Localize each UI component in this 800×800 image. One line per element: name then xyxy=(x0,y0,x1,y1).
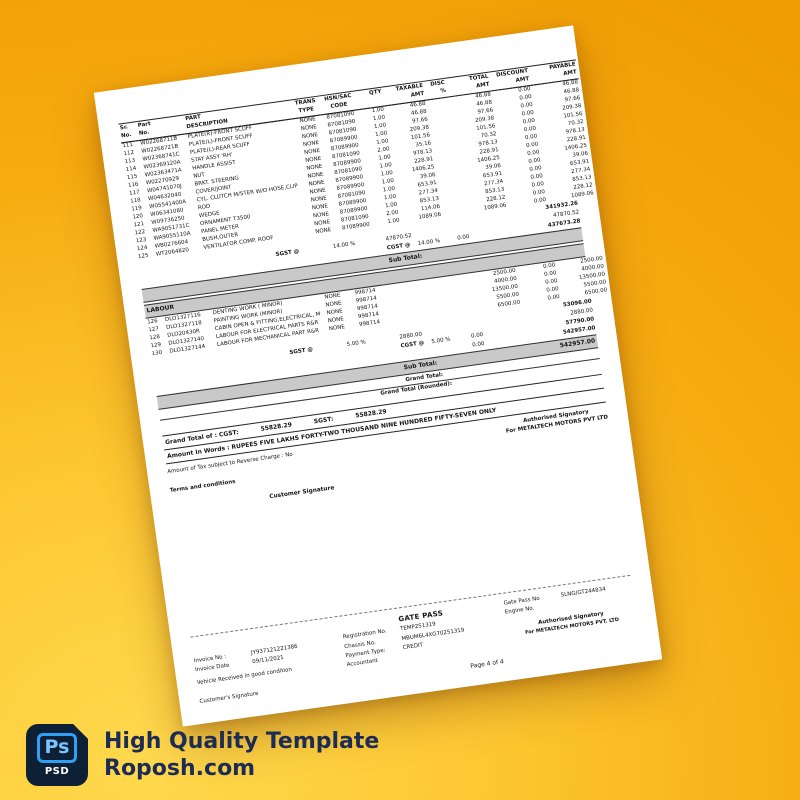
invoice-paper: Sr. No. Part No. PART DESCRIPTION TRANS TYPE… xyxy=(93,25,663,727)
gate-pass-middle-column: GATE PASS Registration No. TEMP251319 Ch… xyxy=(341,600,509,689)
branding-site: Roposh.com xyxy=(104,756,256,781)
sgst-total-value: 55828.29 xyxy=(354,408,388,420)
final-discount: 0.00 xyxy=(471,341,485,349)
payment-type-value: CREDIT xyxy=(402,642,424,652)
branding-title: High Quality Template xyxy=(104,728,380,754)
gate-pass-right-column: Gate Pass No SLNG/GT244834 Engine No. Au… xyxy=(499,581,640,666)
grand-subtotal-value: 542957.00 xyxy=(559,337,596,350)
ps-logo-icon: Ps xyxy=(36,733,78,763)
invoice-content: Sr. No. Part No. PART DESCRIPTION TRANS TYPE… xyxy=(118,59,641,710)
cgst-total-value: 55828.29 xyxy=(260,421,293,434)
parts-cgst-discount: 0.00 xyxy=(456,234,470,243)
labour-section-label: LABOUR xyxy=(146,304,175,315)
gate-pass-left-column: Invoice No : JY937121221386 Invoice Date… xyxy=(193,636,350,710)
sgst-total-label: SGST: xyxy=(313,415,334,426)
branding-text: High Quality Template Roposh.com xyxy=(104,728,379,783)
parts-subtotal-label: Sub Total: xyxy=(388,253,423,265)
grand-subtotal-label: Sub Total: xyxy=(403,359,438,372)
psd-format-label: PSD xyxy=(44,765,70,777)
branding-footer: Ps PSD High Quality Template Roposh.com xyxy=(26,724,379,786)
photoshop-file-icon: Ps PSD xyxy=(26,724,88,786)
